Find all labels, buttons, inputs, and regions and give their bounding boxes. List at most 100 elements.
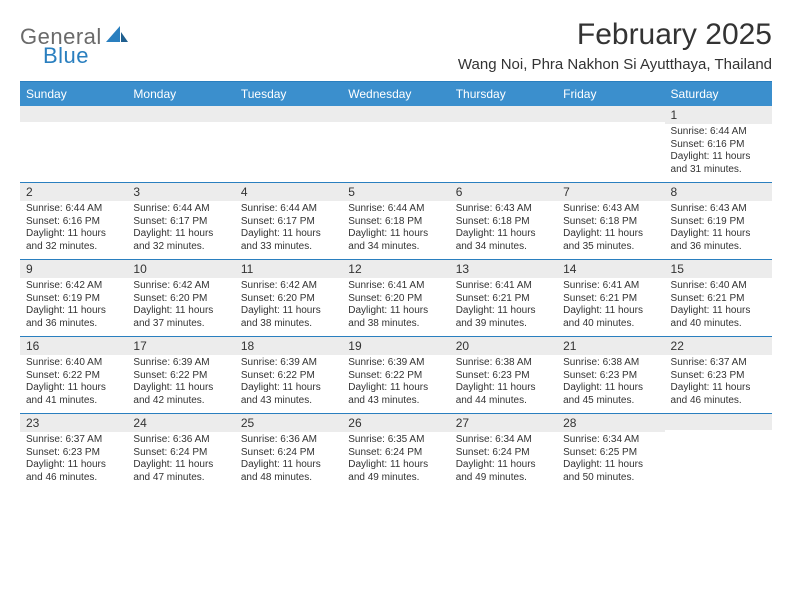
day-body — [665, 430, 772, 486]
calendar-tbody: 1Sunrise: 6:44 AMSunset: 6:16 PMDaylight… — [20, 106, 772, 490]
day-body: Sunrise: 6:36 AMSunset: 6:24 PMDaylight:… — [235, 432, 342, 490]
day-line: Sunrise: 6:44 AM — [348, 203, 443, 216]
day-line: Daylight: 11 hours and 35 minutes. — [563, 228, 658, 253]
day-body: Sunrise: 6:41 AMSunset: 6:20 PMDaylight:… — [342, 278, 449, 336]
calendar-cell: 26Sunrise: 6:35 AMSunset: 6:24 PMDayligh… — [342, 414, 449, 491]
day-body: Sunrise: 6:38 AMSunset: 6:23 PMDaylight:… — [557, 355, 664, 413]
day-header: Thursday — [450, 82, 557, 106]
day-header: Monday — [127, 82, 234, 106]
day-line: Sunrise: 6:35 AM — [348, 434, 443, 447]
page-header: General Blue February 2025 Wang Noi, Phr… — [20, 18, 772, 73]
day-line: Daylight: 11 hours and 46 minutes. — [671, 382, 766, 407]
month-title: February 2025 — [458, 18, 772, 52]
day-body: Sunrise: 6:39 AMSunset: 6:22 PMDaylight:… — [342, 355, 449, 413]
day-number: 11 — [235, 260, 342, 278]
calendar-cell — [557, 106, 664, 183]
day-body: Sunrise: 6:35 AMSunset: 6:24 PMDaylight:… — [342, 432, 449, 490]
day-header: Tuesday — [235, 82, 342, 106]
day-body: Sunrise: 6:37 AMSunset: 6:23 PMDaylight:… — [665, 355, 772, 413]
calendar-cell: 22Sunrise: 6:37 AMSunset: 6:23 PMDayligh… — [665, 337, 772, 414]
day-line: Daylight: 11 hours and 40 minutes. — [671, 305, 766, 330]
day-number: 14 — [557, 260, 664, 278]
day-body: Sunrise: 6:44 AMSunset: 6:17 PMDaylight:… — [235, 201, 342, 259]
day-line: Sunrise: 6:37 AM — [26, 434, 121, 447]
calendar-cell: 21Sunrise: 6:38 AMSunset: 6:23 PMDayligh… — [557, 337, 664, 414]
day-body — [127, 122, 234, 178]
day-line: Sunset: 6:24 PM — [456, 447, 551, 460]
logo-sail-icon — [106, 26, 130, 49]
calendar-cell: 28Sunrise: 6:34 AMSunset: 6:25 PMDayligh… — [557, 414, 664, 491]
day-line: Sunset: 6:24 PM — [133, 447, 228, 460]
day-body: Sunrise: 6:40 AMSunset: 6:22 PMDaylight:… — [20, 355, 127, 413]
day-number: 4 — [235, 183, 342, 201]
day-line: Sunrise: 6:43 AM — [563, 203, 658, 216]
day-line: Sunset: 6:21 PM — [563, 293, 658, 306]
calendar-week-row: 9Sunrise: 6:42 AMSunset: 6:19 PMDaylight… — [20, 260, 772, 337]
day-number — [342, 106, 449, 122]
calendar-cell: 8Sunrise: 6:43 AMSunset: 6:19 PMDaylight… — [665, 183, 772, 260]
calendar-cell: 5Sunrise: 6:44 AMSunset: 6:18 PMDaylight… — [342, 183, 449, 260]
day-line: Sunrise: 6:34 AM — [563, 434, 658, 447]
day-line: Sunrise: 6:40 AM — [26, 357, 121, 370]
calendar-cell: 18Sunrise: 6:39 AMSunset: 6:22 PMDayligh… — [235, 337, 342, 414]
day-body: Sunrise: 6:34 AMSunset: 6:25 PMDaylight:… — [557, 432, 664, 490]
day-line: Sunset: 6:20 PM — [133, 293, 228, 306]
day-body: Sunrise: 6:39 AMSunset: 6:22 PMDaylight:… — [127, 355, 234, 413]
day-line: Daylight: 11 hours and 48 minutes. — [241, 459, 336, 484]
day-body: Sunrise: 6:43 AMSunset: 6:19 PMDaylight:… — [665, 201, 772, 259]
day-line: Sunset: 6:19 PM — [26, 293, 121, 306]
location: Wang Noi, Phra Nakhon Si Ayutthaya, Thai… — [458, 56, 772, 73]
day-number — [20, 106, 127, 122]
day-line: Sunrise: 6:41 AM — [456, 280, 551, 293]
day-number: 7 — [557, 183, 664, 201]
day-line: Sunset: 6:22 PM — [241, 370, 336, 383]
day-line: Daylight: 11 hours and 33 minutes. — [241, 228, 336, 253]
day-line: Sunrise: 6:41 AM — [348, 280, 443, 293]
day-line: Sunset: 6:22 PM — [133, 370, 228, 383]
day-body — [235, 122, 342, 178]
logo: General Blue — [20, 18, 132, 50]
day-line: Daylight: 11 hours and 36 minutes. — [671, 228, 766, 253]
day-body: Sunrise: 6:43 AMSunset: 6:18 PMDaylight:… — [450, 201, 557, 259]
day-line: Daylight: 11 hours and 47 minutes. — [133, 459, 228, 484]
day-number: 16 — [20, 337, 127, 355]
day-line: Sunrise: 6:39 AM — [348, 357, 443, 370]
day-line: Daylight: 11 hours and 36 minutes. — [26, 305, 121, 330]
day-body: Sunrise: 6:42 AMSunset: 6:20 PMDaylight:… — [127, 278, 234, 336]
day-line: Sunrise: 6:42 AM — [133, 280, 228, 293]
day-line: Sunset: 6:16 PM — [671, 139, 766, 152]
day-line: Daylight: 11 hours and 45 minutes. — [563, 382, 658, 407]
day-line: Sunrise: 6:42 AM — [241, 280, 336, 293]
day-line: Sunrise: 6:36 AM — [241, 434, 336, 447]
day-number: 19 — [342, 337, 449, 355]
calendar-cell: 9Sunrise: 6:42 AMSunset: 6:19 PMDaylight… — [20, 260, 127, 337]
day-line: Sunrise: 6:36 AM — [133, 434, 228, 447]
day-number: 23 — [20, 414, 127, 432]
day-line: Sunset: 6:21 PM — [671, 293, 766, 306]
calendar-cell: 23Sunrise: 6:37 AMSunset: 6:23 PMDayligh… — [20, 414, 127, 491]
day-line: Daylight: 11 hours and 40 minutes. — [563, 305, 658, 330]
day-line: Daylight: 11 hours and 41 minutes. — [26, 382, 121, 407]
day-number: 25 — [235, 414, 342, 432]
day-line: Sunset: 6:18 PM — [456, 216, 551, 229]
day-header: Friday — [557, 82, 664, 106]
day-body — [557, 122, 664, 178]
day-line: Sunrise: 6:42 AM — [26, 280, 121, 293]
day-line: Daylight: 11 hours and 32 minutes. — [133, 228, 228, 253]
day-line: Sunset: 6:23 PM — [456, 370, 551, 383]
day-number: 20 — [450, 337, 557, 355]
day-line: Sunrise: 6:39 AM — [241, 357, 336, 370]
calendar-page: General Blue February 2025 Wang Noi, Phr… — [0, 0, 792, 508]
calendar-cell: 14Sunrise: 6:41 AMSunset: 6:21 PMDayligh… — [557, 260, 664, 337]
day-line: Daylight: 11 hours and 43 minutes. — [348, 382, 443, 407]
day-line: Sunset: 6:18 PM — [348, 216, 443, 229]
calendar-cell: 17Sunrise: 6:39 AMSunset: 6:22 PMDayligh… — [127, 337, 234, 414]
logo-text-2: Blue — [43, 43, 89, 68]
day-number: 2 — [20, 183, 127, 201]
calendar-week-row: 23Sunrise: 6:37 AMSunset: 6:23 PMDayligh… — [20, 414, 772, 491]
day-body: Sunrise: 6:36 AMSunset: 6:24 PMDaylight:… — [127, 432, 234, 490]
calendar-cell: 10Sunrise: 6:42 AMSunset: 6:20 PMDayligh… — [127, 260, 234, 337]
calendar-cell: 16Sunrise: 6:40 AMSunset: 6:22 PMDayligh… — [20, 337, 127, 414]
day-line: Daylight: 11 hours and 49 minutes. — [348, 459, 443, 484]
day-line: Sunrise: 6:43 AM — [456, 203, 551, 216]
